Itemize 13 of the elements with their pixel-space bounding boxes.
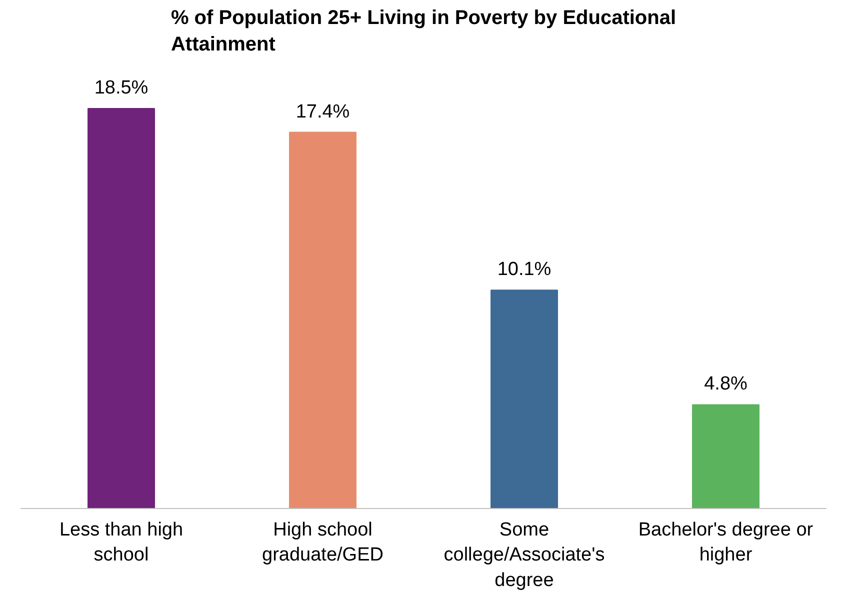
bar — [692, 404, 760, 508]
data-label: 18.5% — [94, 78, 148, 98]
x-tick-label: Some college/Associate's degree — [444, 520, 605, 591]
bar — [289, 132, 356, 508]
data-label: 17.4% — [296, 101, 350, 122]
chart-title: % of Population 25+ Living in Poverty by Educational Attainment — [170, 7, 676, 56]
bar — [490, 290, 558, 508]
data-label: 10.1% — [497, 259, 552, 280]
bar — [88, 108, 155, 508]
x-tick-label: High school graduate/GED — [262, 520, 384, 566]
x-tick-label: Less than high school — [59, 520, 184, 566]
x-tick-label: Bachelor's degree or higher — [638, 520, 814, 566]
data-label: 4.8% — [704, 374, 748, 395]
